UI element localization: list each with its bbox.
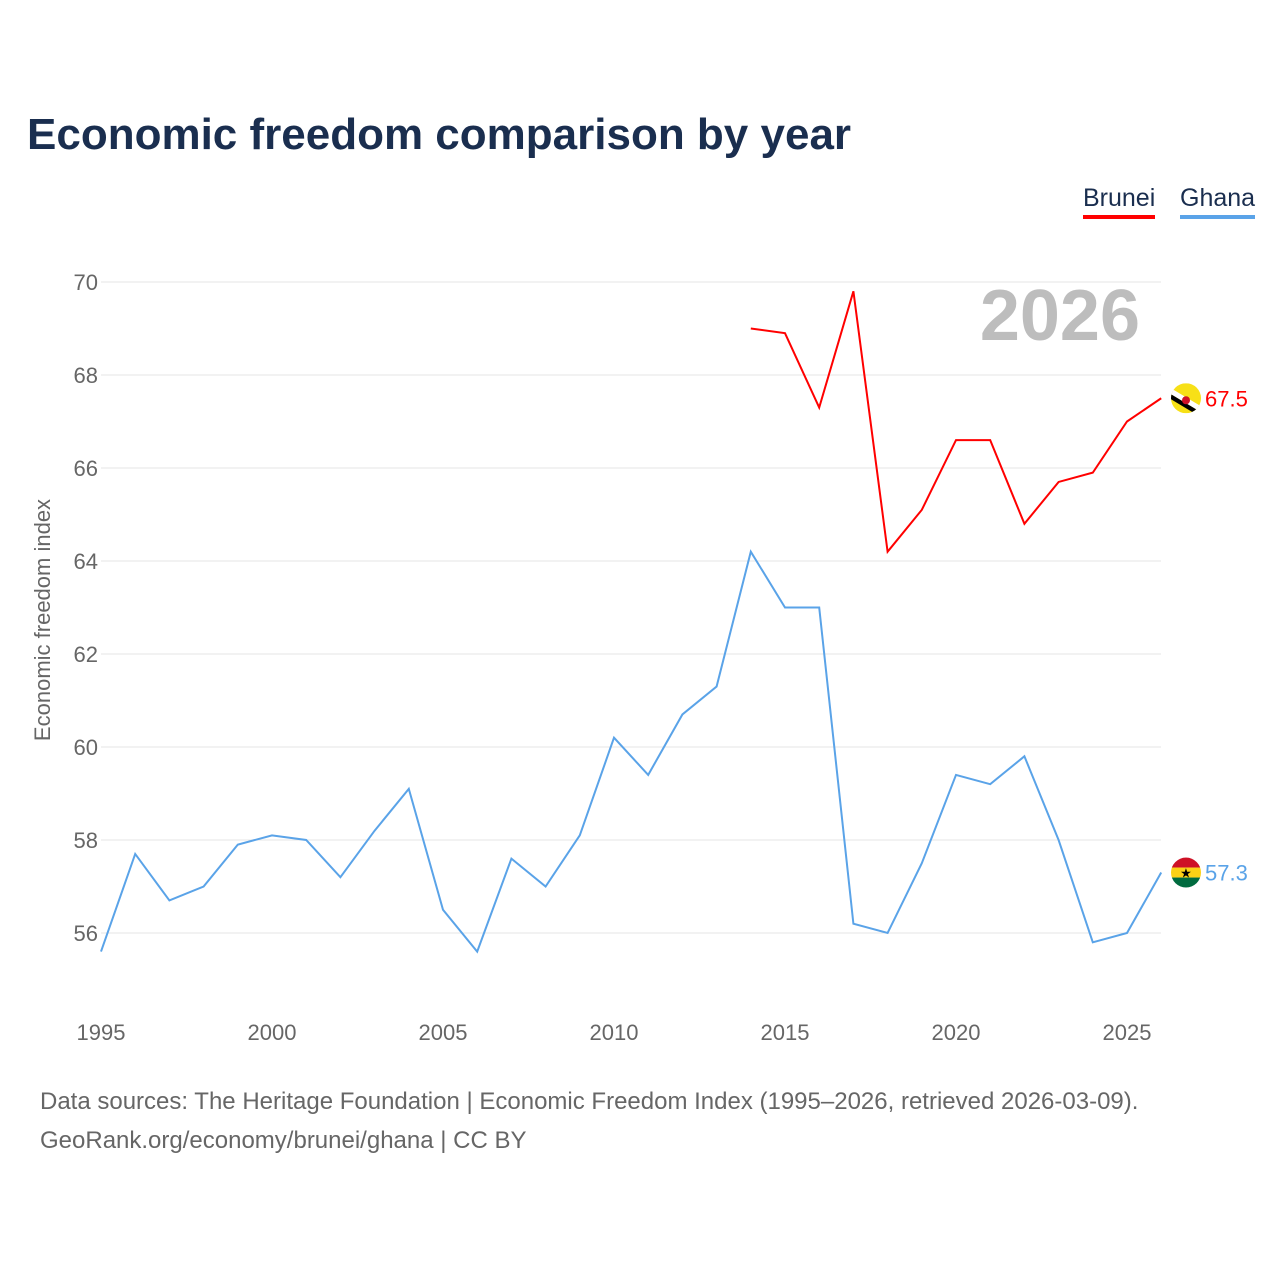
x-tick-label: 2015 <box>761 1020 810 1045</box>
y-tick-label: 58 <box>74 828 98 853</box>
legend-ghana[interactable]: Ghana <box>1180 184 1256 219</box>
x-tick-label: 2010 <box>590 1020 639 1045</box>
year-watermark: 2026 <box>980 276 1140 356</box>
y-tick-label: 56 <box>74 921 98 946</box>
x-tick-label: 1995 <box>77 1020 126 1045</box>
end-label-ghana: 57.3 <box>1205 861 1248 886</box>
y-axis-label: Economic freedom index <box>30 499 55 741</box>
source-text: Data sources: The Heritage Foundation | … <box>40 1088 1139 1115</box>
chart-title: Economic freedom comparison by year <box>27 110 852 159</box>
legend-brunei[interactable]: Brunei <box>1083 184 1156 219</box>
svg-text:★: ★ <box>1180 866 1192 881</box>
y-tick-label: 64 <box>74 549 98 574</box>
series-line-ghana <box>100 549 1163 954</box>
y-tick-label: 66 <box>74 456 98 481</box>
end-label-brunei: 67.5 <box>1205 386 1248 411</box>
y-tick-label: 68 <box>74 363 98 388</box>
x-tick-label: 2000 <box>248 1020 297 1045</box>
source-link[interactable]: GeoRank.org/economy/brunei/ghana | CC BY <box>40 1127 527 1154</box>
brunei-flag-icon <box>1171 383 1201 414</box>
x-tick-label: 2025 <box>1103 1020 1152 1045</box>
y-tick-label: 62 <box>74 642 98 667</box>
y-tick-label: 70 <box>74 270 98 295</box>
series-line-brunei <box>750 291 1162 555</box>
y-tick-label: 60 <box>74 735 98 760</box>
ghana-flag-icon: ★ <box>1171 857 1201 888</box>
x-tick-label: 2020 <box>932 1020 981 1045</box>
x-tick-label: 2005 <box>419 1020 468 1045</box>
